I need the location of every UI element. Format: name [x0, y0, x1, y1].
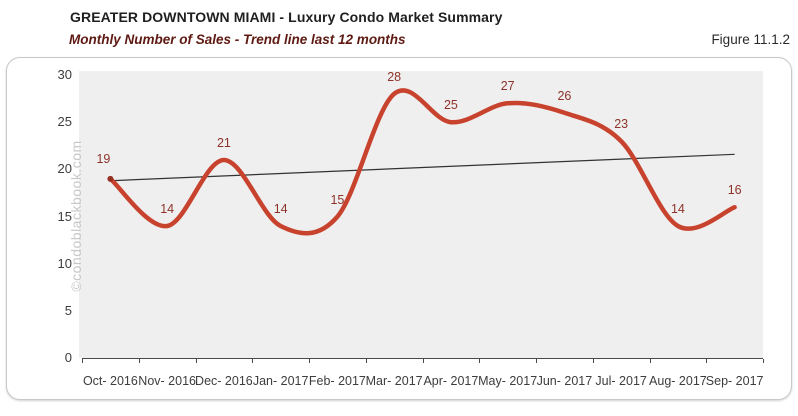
y-tick-label: 5 — [64, 303, 72, 318]
data-label: 27 — [500, 79, 515, 94]
data-label: 21 — [216, 135, 231, 150]
data-label: 15 — [330, 192, 345, 207]
x-tick-label: Jul- 2017 — [595, 374, 647, 388]
x-axis-tick — [479, 359, 481, 363]
data-label: 28 — [387, 69, 402, 84]
y-tick-label: 30 — [57, 67, 72, 82]
x-tick-label: Sep- 2017 — [705, 374, 764, 388]
y-tick-label: 10 — [57, 255, 72, 271]
figure-number-label: Figure 11.1.2 — [711, 32, 790, 47]
y-tick-label: 25 — [57, 114, 72, 130]
x-axis-tick — [763, 359, 764, 363]
x-tick-label: Dec- 2016 — [195, 374, 253, 388]
data-label: 16 — [727, 183, 742, 198]
x-axis-tick — [536, 359, 537, 363]
x-axis-line — [82, 358, 763, 359]
x-axis-tick — [309, 359, 310, 363]
data-label: 14 — [273, 202, 288, 217]
x-tick-label: Nov- 2016 — [138, 374, 196, 388]
data-label: 26 — [557, 88, 572, 103]
x-axis-tick — [365, 359, 367, 363]
data-label: 25 — [443, 98, 458, 113]
y-tick-label: 15 — [57, 208, 72, 224]
data-label: 14 — [160, 202, 175, 217]
x-tick-label: Jan- 2017 — [252, 374, 309, 388]
x-axis-tick — [422, 359, 424, 363]
chart-subtitle: Monthly Number of Sales - Trend line las… — [69, 32, 406, 47]
x-tick-label: Aug- 2017 — [649, 374, 707, 388]
y-tick-label: 20 — [57, 161, 72, 177]
x-axis-tick — [649, 359, 651, 363]
data-label: 14 — [670, 202, 685, 217]
x-axis-tick — [592, 359, 594, 363]
chart-title: GREATER DOWNTOWN MIAMI - Luxury Condo Ma… — [70, 9, 503, 25]
x-tick-label: Jun- 2017 — [536, 374, 593, 388]
x-tick-label: Apr- 2017 — [423, 374, 479, 388]
x-axis-tick — [82, 359, 83, 363]
x-tick-label: Oct- 2016 — [82, 374, 138, 388]
data-label: 19 — [96, 151, 111, 166]
x-tick-label: Mar- 2017 — [365, 374, 423, 388]
x-axis-tick — [195, 359, 197, 363]
x-axis-tick — [252, 359, 254, 363]
x-axis-tick — [138, 359, 140, 363]
x-axis-tick — [706, 359, 708, 363]
x-tick-label: Feb- 2017 — [308, 374, 366, 388]
x-tick-label: May- 2017 — [478, 374, 538, 388]
data-label: 23 — [614, 117, 629, 132]
y-tick-label: 0 — [64, 350, 72, 366]
